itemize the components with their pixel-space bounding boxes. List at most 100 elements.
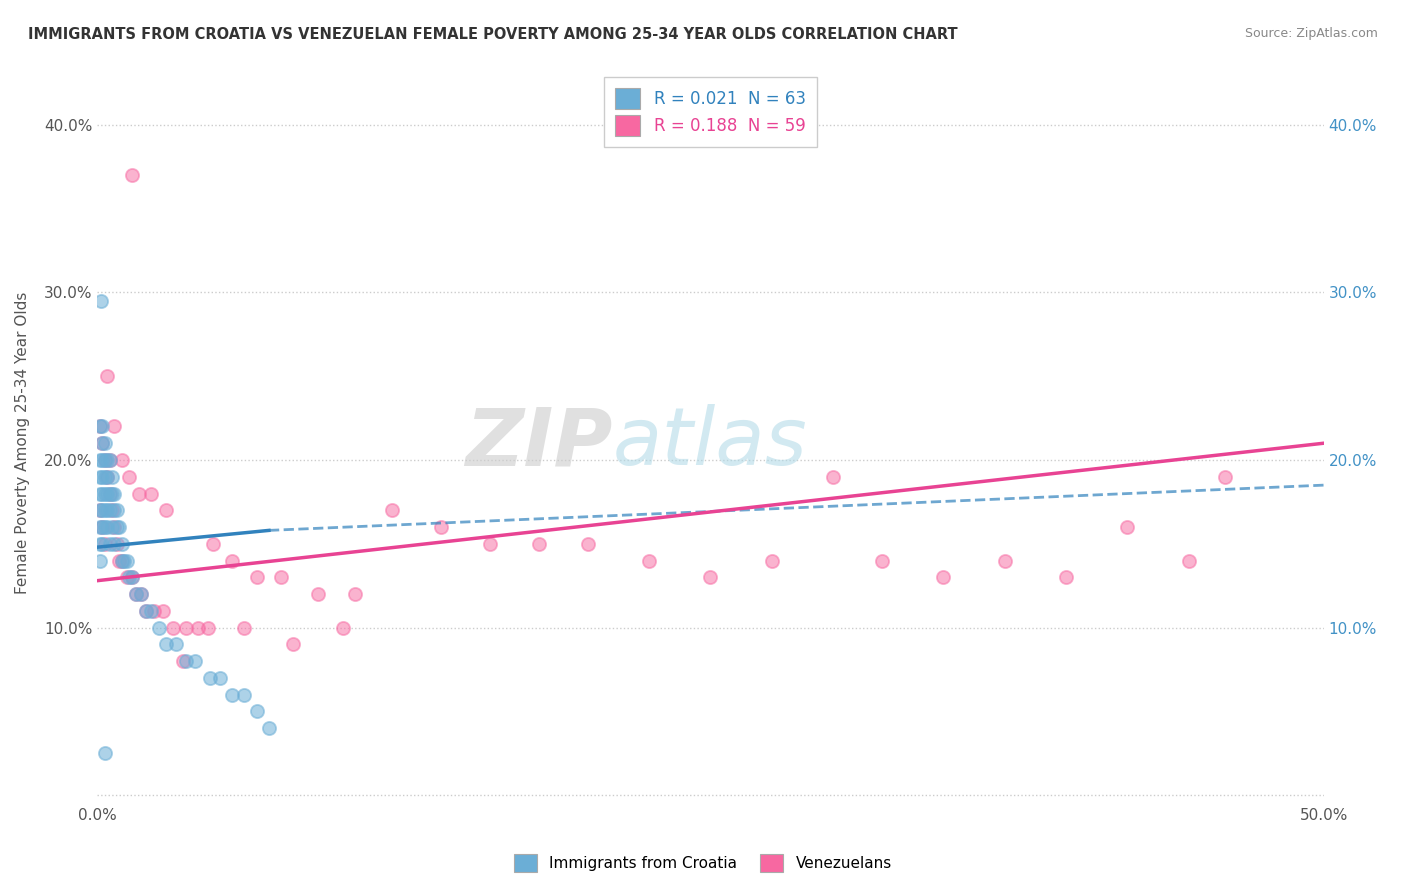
Point [155, 637, 177, 651]
Legend: R = 0.021  N = 63, R = 0.188  N = 59: R = 0.021 N = 63, R = 0.188 N = 59 [603, 77, 817, 147]
Point [91, 503, 114, 517]
Point [115, 570, 138, 584]
Point [142, 604, 165, 618]
Point [332, 621, 354, 635]
Point [108, 520, 131, 534]
Point [208, 671, 231, 685]
Point [103, 503, 125, 517]
Point [307, 587, 329, 601]
Point [98, 503, 121, 517]
Y-axis label: Female Poverty Among 25-34 Year Olds: Female Poverty Among 25-34 Year Olds [15, 292, 30, 594]
Text: IMMIGRANTS FROM CROATIA VS VENEZUELAN FEMALE POVERTY AMONG 25-34 YEAR OLDS CORRE: IMMIGRANTS FROM CROATIA VS VENEZUELAN FE… [28, 27, 957, 42]
Point [89, 469, 111, 483]
Point [105, 503, 128, 517]
Point [111, 553, 134, 567]
Point [93, 436, 115, 450]
Point [162, 621, 184, 635]
Point [257, 721, 280, 735]
Point [101, 486, 124, 500]
Point [187, 621, 209, 635]
Point [821, 469, 844, 483]
Point [89, 419, 111, 434]
Point [932, 570, 955, 584]
Point [246, 705, 269, 719]
Point [221, 688, 243, 702]
Point [89, 503, 111, 517]
Point [93, 469, 115, 483]
Point [270, 570, 292, 584]
Point [135, 604, 157, 618]
Point [91, 419, 114, 434]
Point [96, 453, 118, 467]
Point [1215, 469, 1237, 483]
Point [103, 419, 125, 434]
Point [233, 621, 256, 635]
Point [165, 637, 187, 651]
Point [90, 293, 112, 308]
Point [101, 469, 124, 483]
Point [96, 469, 118, 483]
Point [96, 486, 118, 500]
Point [108, 553, 131, 567]
Point [380, 503, 402, 517]
Point [89, 503, 111, 517]
Point [429, 520, 451, 534]
Text: ZIP: ZIP [465, 404, 612, 483]
Point [98, 453, 121, 467]
Legend: Immigrants from Croatia, Venezuelans: Immigrants from Croatia, Venezuelans [506, 846, 900, 880]
Point [761, 553, 783, 567]
Point [93, 486, 115, 500]
Point [121, 168, 143, 182]
Point [135, 604, 157, 618]
Point [131, 587, 153, 601]
Point [89, 486, 111, 500]
Point [105, 520, 128, 534]
Point [1177, 553, 1199, 567]
Point [1116, 520, 1139, 534]
Point [174, 654, 197, 668]
Point [233, 688, 256, 702]
Point [111, 537, 134, 551]
Point [89, 520, 111, 534]
Point [638, 553, 661, 567]
Point [89, 553, 111, 567]
Point [172, 654, 194, 668]
Text: Source: ZipAtlas.com: Source: ZipAtlas.com [1244, 27, 1378, 40]
Point [103, 486, 125, 500]
Point [98, 537, 121, 551]
Point [91, 486, 114, 500]
Point [89, 419, 111, 434]
Point [93, 503, 115, 517]
Point [96, 503, 118, 517]
Point [101, 520, 124, 534]
Point [96, 520, 118, 534]
Point [155, 503, 177, 517]
Point [527, 537, 550, 551]
Point [93, 537, 115, 551]
Point [112, 553, 135, 567]
Point [96, 469, 118, 483]
Point [91, 520, 114, 534]
Point [152, 604, 174, 618]
Point [141, 486, 163, 500]
Point [93, 453, 115, 467]
Point [121, 570, 143, 584]
Point [89, 453, 111, 467]
Point [221, 553, 243, 567]
Point [115, 553, 138, 567]
Point [128, 486, 150, 500]
Point [103, 537, 125, 551]
Point [91, 436, 114, 450]
Point [93, 747, 115, 761]
Point [174, 621, 197, 635]
Point [91, 469, 114, 483]
Point [201, 537, 224, 551]
Point [111, 553, 134, 567]
Point [576, 537, 599, 551]
Point [246, 570, 269, 584]
Point [98, 486, 121, 500]
Point [184, 654, 207, 668]
Point [1054, 570, 1077, 584]
Point [118, 570, 141, 584]
Point [118, 469, 141, 483]
